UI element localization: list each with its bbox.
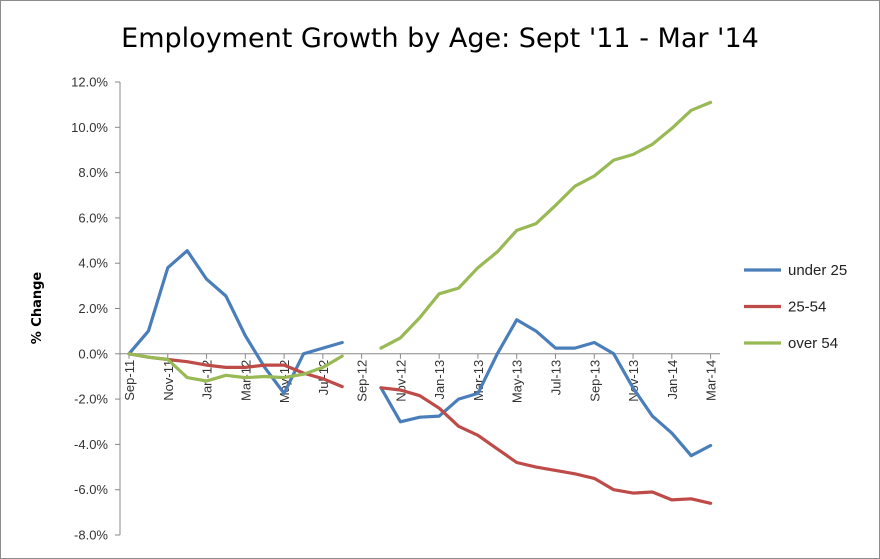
y-tick-label: 10.0% bbox=[71, 120, 108, 135]
x-tick-label: Mar-12 bbox=[238, 360, 253, 401]
y-tick-label: 6.0% bbox=[78, 210, 108, 225]
y-tick-label: 8.0% bbox=[78, 165, 108, 180]
legend-label: 25-54 bbox=[788, 299, 826, 316]
x-tick-label: Sep-13 bbox=[587, 360, 602, 402]
x-tick-label: Nov-12 bbox=[393, 360, 408, 402]
x-tick-label: Sep-11 bbox=[122, 360, 137, 401]
series-line-over-54 bbox=[127, 100, 713, 383]
legend: under 25 25-54 over 54 bbox=[744, 262, 847, 352]
y-tick-label: 12.0% bbox=[71, 75, 108, 90]
y-tick-label: 0.0% bbox=[78, 346, 108, 361]
y-axis-title: % Change bbox=[30, 272, 45, 345]
legend-label: under 25 bbox=[788, 262, 847, 279]
x-tick-label: May-13 bbox=[510, 360, 525, 403]
y-tick-label: -4.0% bbox=[74, 437, 108, 452]
x-tick-label: Sep-12 bbox=[355, 360, 370, 402]
y-tick-label: -8.0% bbox=[74, 528, 108, 543]
x-tick-label: Jan-13 bbox=[432, 360, 447, 400]
series-line-25-54 bbox=[127, 352, 713, 505]
y-tick-label: -2.0% bbox=[74, 392, 108, 407]
x-tick-label: Jan-14 bbox=[665, 360, 680, 400]
x-tick-label: Mar-13 bbox=[471, 360, 486, 401]
series-line-under-25 bbox=[127, 249, 713, 458]
legend-label: over 54 bbox=[788, 335, 838, 352]
x-tick-label: Nov-11 bbox=[161, 360, 176, 401]
axes: 12.0% 10.0% 8.0% 6.0% 4.0% 2.0% 0.0% -2.0% -4.0%… bbox=[71, 75, 720, 543]
x-tick-label: Mar-14 bbox=[704, 360, 719, 401]
series-lines bbox=[127, 100, 713, 505]
y-tick-label: 2.0% bbox=[78, 301, 108, 316]
x-tick-label: Jul-13 bbox=[548, 360, 563, 395]
chart-title: Employment Growth by Age: Sept '11 - Mar… bbox=[121, 23, 759, 54]
y-tick-label: 4.0% bbox=[78, 256, 108, 271]
x-tick-label: May-12 bbox=[277, 360, 292, 403]
y-tick-label: -6.0% bbox=[74, 482, 108, 497]
